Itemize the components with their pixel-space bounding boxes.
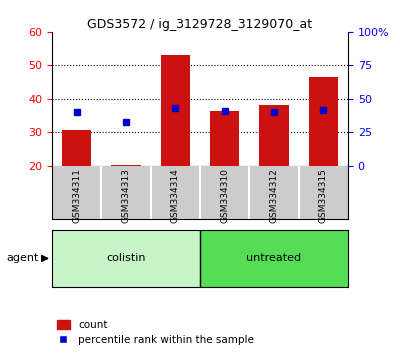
Text: GSM334315: GSM334315 [319,169,328,223]
Legend: count, percentile rank within the sample: count, percentile rank within the sample [57,320,254,345]
Bar [111,165,141,166]
Text: colistin: colistin [106,253,146,263]
Text: untreated: untreated [246,253,302,263]
Text: GSM334313: GSM334313 [122,169,130,223]
Bar [62,130,92,166]
Text: GSM334312: GSM334312 [270,169,278,223]
Title: GDS3572 / ig_3129728_3129070_at: GDS3572 / ig_3129728_3129070_at [88,18,312,31]
Bar [160,55,190,166]
Bar [210,111,240,166]
Bar [52,230,200,287]
Bar [308,77,338,166]
Text: GSM334311: GSM334311 [72,169,81,223]
Text: GSM334314: GSM334314 [171,169,180,223]
Bar [200,230,348,287]
Text: GSM334310: GSM334310 [220,169,229,223]
Text: agent: agent [6,253,38,263]
Bar [259,105,289,166]
